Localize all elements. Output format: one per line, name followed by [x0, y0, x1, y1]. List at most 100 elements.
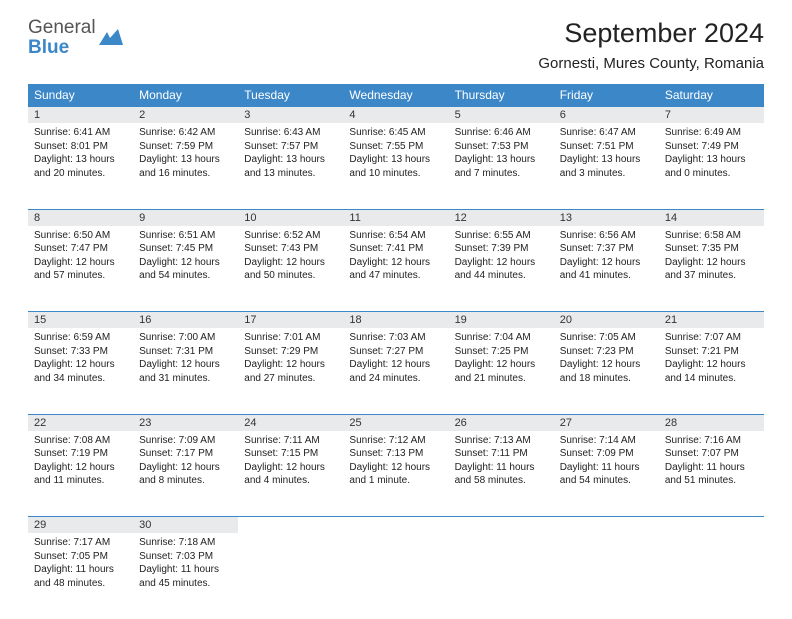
sunset-line: Sunset: 7:39 PM	[455, 242, 548, 256]
sunset-line: Sunset: 7:49 PM	[665, 140, 758, 154]
dayhead-thu: Thursday	[449, 84, 554, 107]
daylight-line: Daylight: 12 hours and 41 minutes.	[560, 256, 653, 283]
sunrise-line: Sunrise: 7:18 AM	[139, 536, 232, 550]
daydata-cell	[343, 533, 448, 619]
daynum-cell	[659, 517, 764, 534]
daynum-cell: 23	[133, 414, 238, 431]
sunrise-line: Sunrise: 6:46 AM	[455, 126, 548, 140]
week-0-daynum-row: 1234567	[28, 107, 764, 124]
daylight-line: Daylight: 12 hours and 27 minutes.	[244, 358, 337, 385]
sunset-line: Sunset: 7:51 PM	[560, 140, 653, 154]
sunrise-line: Sunrise: 6:50 AM	[34, 229, 127, 243]
sunset-line: Sunset: 7:45 PM	[139, 242, 232, 256]
sunrise-line: Sunrise: 7:07 AM	[665, 331, 758, 345]
header: General Blue September 2024 Gornesti, Mu…	[28, 18, 764, 72]
sunset-line: Sunset: 7:47 PM	[34, 242, 127, 256]
daynum-cell: 20	[554, 312, 659, 329]
daylight-line: Daylight: 12 hours and 8 minutes.	[139, 461, 232, 488]
daydata-cell: Sunrise: 6:43 AMSunset: 7:57 PMDaylight:…	[238, 123, 343, 209]
daynum-cell: 28	[659, 414, 764, 431]
daylight-line: Daylight: 11 hours and 45 minutes.	[139, 563, 232, 590]
daynum-cell: 21	[659, 312, 764, 329]
daylight-line: Daylight: 12 hours and 57 minutes.	[34, 256, 127, 283]
daylight-line: Daylight: 12 hours and 54 minutes.	[139, 256, 232, 283]
sunrise-line: Sunrise: 6:55 AM	[455, 229, 548, 243]
daynum-cell: 29	[28, 517, 133, 534]
sunset-line: Sunset: 7:11 PM	[455, 447, 548, 461]
sunset-line: Sunset: 8:01 PM	[34, 140, 127, 154]
daynum-cell: 18	[343, 312, 448, 329]
week-4-data-row: Sunrise: 7:17 AMSunset: 7:05 PMDaylight:…	[28, 533, 764, 619]
daydata-cell: Sunrise: 7:11 AMSunset: 7:15 PMDaylight:…	[238, 431, 343, 517]
sunrise-line: Sunrise: 6:52 AM	[244, 229, 337, 243]
daydata-cell: Sunrise: 6:55 AMSunset: 7:39 PMDaylight:…	[449, 226, 554, 312]
sunrise-line: Sunrise: 7:05 AM	[560, 331, 653, 345]
daydata-cell: Sunrise: 6:45 AMSunset: 7:55 PMDaylight:…	[343, 123, 448, 209]
sunset-line: Sunset: 7:07 PM	[665, 447, 758, 461]
daylight-line: Daylight: 12 hours and 37 minutes.	[665, 256, 758, 283]
daynum-cell: 15	[28, 312, 133, 329]
daylight-line: Daylight: 12 hours and 24 minutes.	[349, 358, 442, 385]
sunrise-line: Sunrise: 6:54 AM	[349, 229, 442, 243]
sunset-line: Sunset: 7:09 PM	[560, 447, 653, 461]
daylight-line: Daylight: 13 hours and 0 minutes.	[665, 153, 758, 180]
daynum-cell: 10	[238, 209, 343, 226]
daylight-line: Daylight: 12 hours and 34 minutes.	[34, 358, 127, 385]
daydata-cell	[659, 533, 764, 619]
dayhead-wed: Wednesday	[343, 84, 448, 107]
daydata-cell: Sunrise: 7:08 AMSunset: 7:19 PMDaylight:…	[28, 431, 133, 517]
sunrise-line: Sunrise: 7:09 AM	[139, 434, 232, 448]
daylight-line: Daylight: 12 hours and 50 minutes.	[244, 256, 337, 283]
logo-wave-icon	[98, 28, 124, 48]
sunset-line: Sunset: 7:15 PM	[244, 447, 337, 461]
sunset-line: Sunset: 7:53 PM	[455, 140, 548, 154]
week-1-daynum-row: 891011121314	[28, 209, 764, 226]
daydata-cell: Sunrise: 7:03 AMSunset: 7:27 PMDaylight:…	[343, 328, 448, 414]
daylight-line: Daylight: 12 hours and 18 minutes.	[560, 358, 653, 385]
daydata-cell	[449, 533, 554, 619]
daylight-line: Daylight: 13 hours and 10 minutes.	[349, 153, 442, 180]
daydata-cell: Sunrise: 7:05 AMSunset: 7:23 PMDaylight:…	[554, 328, 659, 414]
sunset-line: Sunset: 7:35 PM	[665, 242, 758, 256]
daylight-line: Daylight: 12 hours and 21 minutes.	[455, 358, 548, 385]
sunrise-line: Sunrise: 7:12 AM	[349, 434, 442, 448]
daydata-cell: Sunrise: 6:42 AMSunset: 7:59 PMDaylight:…	[133, 123, 238, 209]
daynum-cell: 30	[133, 517, 238, 534]
sunrise-line: Sunrise: 7:17 AM	[34, 536, 127, 550]
sunset-line: Sunset: 7:25 PM	[455, 345, 548, 359]
daydata-cell: Sunrise: 7:01 AMSunset: 7:29 PMDaylight:…	[238, 328, 343, 414]
daylight-line: Daylight: 11 hours and 51 minutes.	[665, 461, 758, 488]
sunset-line: Sunset: 7:29 PM	[244, 345, 337, 359]
daynum-cell: 9	[133, 209, 238, 226]
daylight-line: Daylight: 13 hours and 13 minutes.	[244, 153, 337, 180]
week-2-daynum-row: 15161718192021	[28, 312, 764, 329]
daynum-cell	[554, 517, 659, 534]
sunset-line: Sunset: 7:21 PM	[665, 345, 758, 359]
daynum-cell: 8	[28, 209, 133, 226]
daydata-cell: Sunrise: 7:14 AMSunset: 7:09 PMDaylight:…	[554, 431, 659, 517]
sunrise-line: Sunrise: 7:04 AM	[455, 331, 548, 345]
daydata-cell: Sunrise: 7:09 AMSunset: 7:17 PMDaylight:…	[133, 431, 238, 517]
sunrise-line: Sunrise: 6:42 AM	[139, 126, 232, 140]
week-0-data-row: Sunrise: 6:41 AMSunset: 8:01 PMDaylight:…	[28, 123, 764, 209]
title-block: September 2024 Gornesti, Mures County, R…	[538, 18, 764, 72]
sunset-line: Sunset: 7:13 PM	[349, 447, 442, 461]
daydata-cell: Sunrise: 6:46 AMSunset: 7:53 PMDaylight:…	[449, 123, 554, 209]
daydata-cell: Sunrise: 6:50 AMSunset: 7:47 PMDaylight:…	[28, 226, 133, 312]
month-title: September 2024	[538, 18, 764, 49]
sunset-line: Sunset: 7:27 PM	[349, 345, 442, 359]
sunset-line: Sunset: 7:33 PM	[34, 345, 127, 359]
daynum-cell: 1	[28, 107, 133, 124]
daylight-line: Daylight: 11 hours and 58 minutes.	[455, 461, 548, 488]
daynum-cell	[238, 517, 343, 534]
daydata-cell: Sunrise: 7:17 AMSunset: 7:05 PMDaylight:…	[28, 533, 133, 619]
sunset-line: Sunset: 7:41 PM	[349, 242, 442, 256]
sunrise-line: Sunrise: 6:58 AM	[665, 229, 758, 243]
sunrise-line: Sunrise: 7:16 AM	[665, 434, 758, 448]
sunrise-line: Sunrise: 7:08 AM	[34, 434, 127, 448]
daylight-line: Daylight: 12 hours and 44 minutes.	[455, 256, 548, 283]
daynum-cell	[343, 517, 448, 534]
sunset-line: Sunset: 7:59 PM	[139, 140, 232, 154]
logo-line2: Blue	[28, 38, 96, 58]
sunset-line: Sunset: 7:57 PM	[244, 140, 337, 154]
